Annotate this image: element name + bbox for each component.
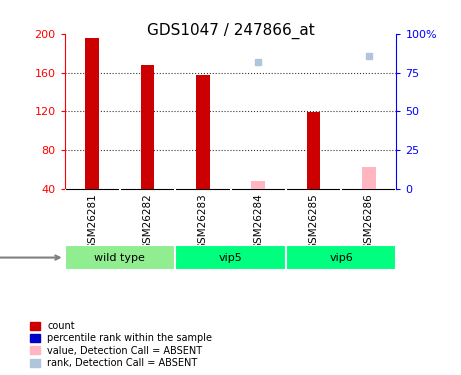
Bar (251, 182, 265, 189)
Bar (141, 65, 154, 189)
Text: GSM26284: GSM26284 (253, 194, 263, 250)
Bar (196, 75, 210, 189)
Text: wild type: wild type (95, 253, 145, 262)
Bar (362, 167, 376, 189)
Text: GSM26282: GSM26282 (142, 194, 153, 250)
Text: vip5: vip5 (219, 253, 242, 262)
Legend: count, percentile rank within the sample, value, Detection Call = ABSENT, rank, : count, percentile rank within the sample… (28, 319, 214, 370)
Text: GSM26285: GSM26285 (308, 194, 319, 250)
Text: genotype/variation: genotype/variation (0, 253, 59, 262)
Text: GDS1047 / 247866_at: GDS1047 / 247866_at (147, 22, 314, 39)
Bar (286, 245, 396, 270)
Text: vip6: vip6 (329, 253, 353, 262)
Bar (65, 245, 175, 270)
Bar (307, 112, 320, 189)
Bar (85, 38, 99, 189)
Text: GSM26281: GSM26281 (87, 194, 97, 250)
Text: GSM26283: GSM26283 (198, 194, 208, 250)
Text: GSM26286: GSM26286 (364, 194, 374, 250)
Bar (175, 245, 286, 270)
